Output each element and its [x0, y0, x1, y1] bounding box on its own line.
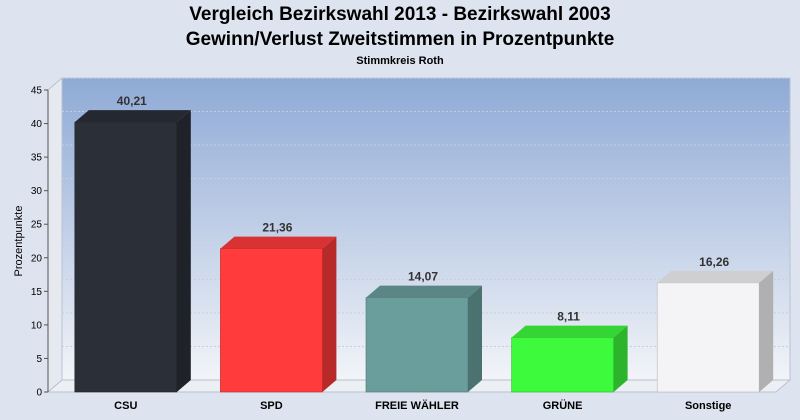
- bar-top: [74, 110, 191, 123]
- y-axis-label: Prozentpunkte: [13, 206, 25, 277]
- x-tick-label: SPD: [260, 400, 283, 412]
- y-tick-label: 45: [31, 86, 43, 97]
- data-label: 40,21: [117, 94, 147, 108]
- bar-grüne: [511, 325, 628, 393]
- y-tick-label: 15: [31, 287, 43, 298]
- data-label: 14,07: [408, 270, 438, 284]
- y-tick-label: 40: [31, 119, 43, 130]
- bar-spd: [220, 236, 337, 393]
- bar-top: [220, 236, 337, 249]
- plot-side-wall: [47, 76, 63, 394]
- bar-front: [511, 337, 614, 393]
- y-tick-label: 20: [31, 253, 43, 264]
- bar-front: [74, 121, 178, 393]
- data-label: 21,36: [262, 221, 292, 235]
- chart-subtitle: Gewinn/Verlust Zweitstimmen in Prozentpu…: [185, 29, 615, 50]
- x-tick-label: FREIE WÄHLER: [375, 399, 459, 412]
- x-tick-label: GRÜNE: [543, 399, 583, 412]
- bar-side: [613, 325, 628, 392]
- y-tick-label: 0: [36, 388, 42, 399]
- y-tick-label: 10: [31, 320, 43, 331]
- y-tick-label: 35: [31, 153, 43, 164]
- bar-front: [656, 282, 760, 393]
- bar-top: [366, 285, 482, 298]
- bar-freie-wähler: [365, 285, 482, 393]
- bar-side: [176, 110, 191, 392]
- bar-side: [322, 236, 337, 392]
- bar-csu: [74, 110, 191, 393]
- data-label: 8,11: [557, 310, 580, 324]
- x-tick-label: CSU: [114, 400, 137, 412]
- y-tick-label: 25: [31, 220, 43, 231]
- chart-title: Vergleich Bezirkswahl 2013 - Bezirkswahl…: [189, 4, 611, 25]
- bar-sonstige: [656, 270, 774, 393]
- x-tick-label: Sonstige: [685, 400, 731, 412]
- bar-front: [365, 297, 469, 393]
- bar-top: [511, 325, 628, 338]
- bar-side: [468, 285, 482, 392]
- bar-top: [657, 270, 774, 283]
- data-label: 16,26: [699, 255, 729, 269]
- y-tick-label: 30: [31, 186, 43, 197]
- chart-note: Stimmkreis Roth: [356, 55, 444, 67]
- bar-front: [220, 248, 323, 393]
- y-tick-label: 5: [36, 354, 42, 365]
- bar-side: [759, 270, 774, 392]
